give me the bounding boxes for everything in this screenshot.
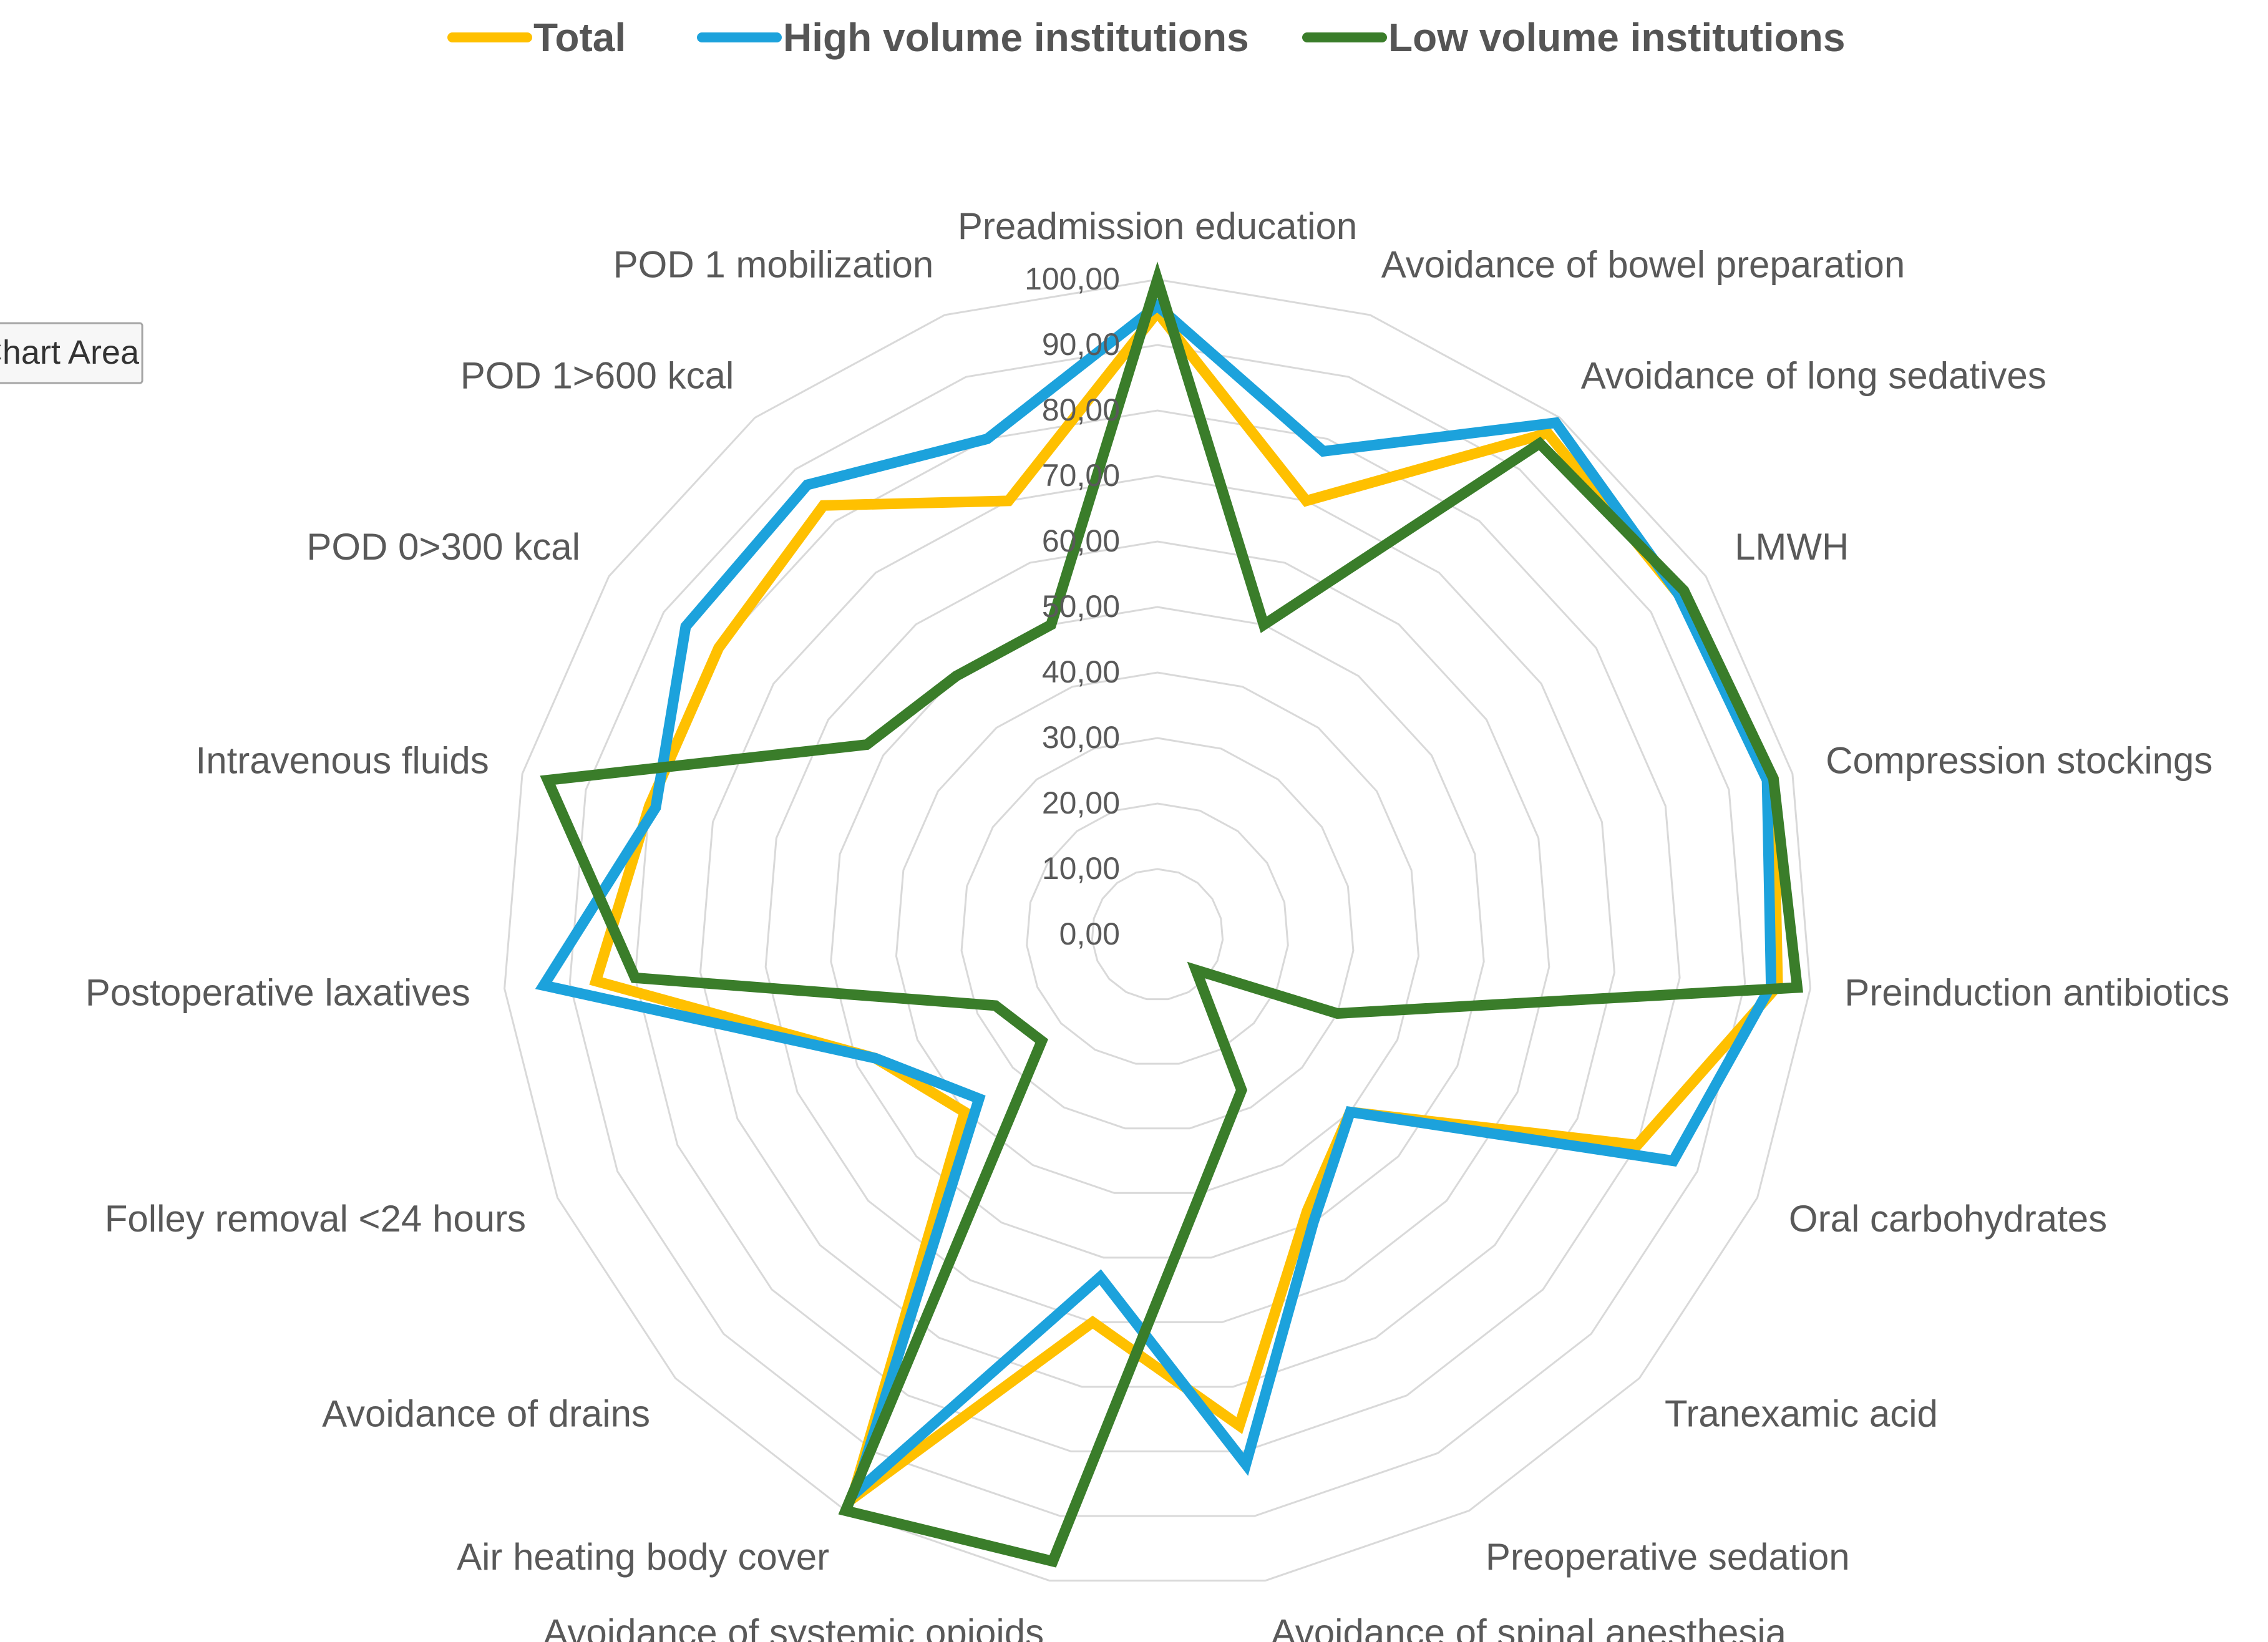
grid-ring (895, 671, 1420, 1194)
category-label: POD 1>600 kcal (460, 354, 734, 396)
category-label: Folley removal <24 hours (105, 1198, 526, 1240)
grid-ring (764, 540, 1550, 1323)
tick-label: 100,00 (1024, 261, 1120, 296)
category-label: Intravenous fluids (196, 739, 489, 781)
tick-label: 90,00 (1042, 327, 1120, 362)
category-label: Avoidance of drains (322, 1393, 650, 1435)
grid-ring (699, 475, 1616, 1388)
tick-label: 60,00 (1042, 523, 1120, 558)
tick-label: 80,00 (1042, 392, 1120, 427)
tooltip-label: Chart Area (0, 334, 140, 371)
tick-label: 40,00 (1042, 654, 1120, 689)
tick-label: 30,00 (1042, 720, 1120, 755)
series-lines (535, 261, 1803, 1568)
series-line-2 (535, 298, 1777, 1510)
radial-tick-labels: 0,00 10,00 20,00 30,00 40,00 50,00 60,00 70,00 8… (1024, 261, 1120, 951)
grid-ring (568, 344, 1746, 1517)
category-label: Tranexamic acid (1665, 1393, 1938, 1435)
legend-item[interactable]: Total (447, 15, 626, 60)
category-label: Preoperative sedation (1486, 1536, 1850, 1578)
category-label: Avoidance of long sedatives (1581, 354, 2047, 396)
tick-label: 10,00 (1042, 851, 1120, 886)
category-label: Preadmission education (958, 205, 1357, 247)
category-label: Air heating body cover (457, 1536, 829, 1578)
tick-label: 70,00 (1042, 458, 1120, 493)
grid-ring (1091, 868, 1224, 1001)
series-line-3 (540, 261, 1803, 1568)
category-label: Compression stockings (1826, 739, 2212, 781)
grid-ring (830, 606, 1485, 1259)
legend: Total High volume institutions Low volume … (447, 15, 1845, 60)
grid-ring (504, 278, 1811, 1582)
category-label: POD 0>300 kcal (306, 526, 580, 568)
category-label: Oral carbohydrates (1789, 1198, 2107, 1240)
category-label: POD 1 mobilization (613, 243, 934, 285)
category-label: LMWH (1735, 526, 1849, 568)
category-label: Postoperative laxatives (85, 972, 470, 1014)
legend-item[interactable]: Low volume institutions (1302, 15, 1845, 60)
grid-ring (960, 737, 1355, 1130)
tick-label: 20,00 (1042, 785, 1120, 820)
legend-label: Low volume institutions (1388, 15, 1845, 60)
legend-label: High volume institutions (783, 15, 1249, 60)
category-label: Avoidance of systemic opioids (543, 1612, 1044, 1642)
category-label: Avoidance of spinal anesthesia (1271, 1612, 1787, 1642)
category-labels: Preadmission education Avoidance of bowel… (85, 205, 2229, 1642)
tick-label: 0,00 (1059, 916, 1120, 951)
legend-label: Total (533, 15, 626, 60)
grid-ring (1026, 802, 1289, 1065)
radar-grid (504, 278, 1811, 1582)
legend-item[interactable]: High volume institutions (697, 15, 1249, 60)
tick-label: 50,00 (1042, 589, 1120, 624)
chart-area-tooltip: Chart Area (0, 322, 144, 384)
category-label: Avoidance of bowel preparation (1381, 243, 1905, 285)
category-label: Preinduction antibiotics (1844, 972, 2229, 1014)
